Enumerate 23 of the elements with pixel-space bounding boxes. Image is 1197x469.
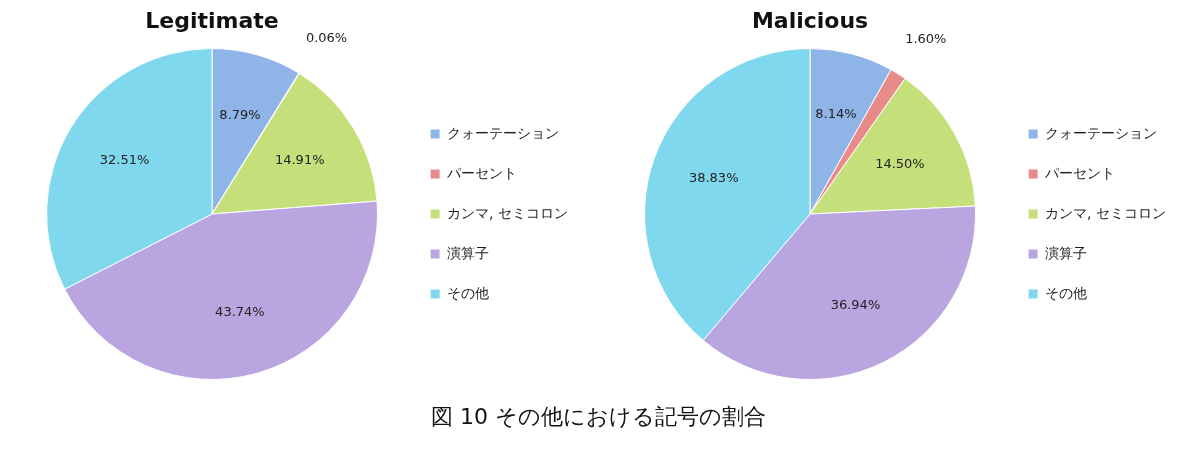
chart-title: Legitimate: [145, 7, 279, 33]
chart-title: Malicious: [751, 7, 869, 33]
data-label: 1.60%: [905, 31, 947, 47]
data-label: 0.06%: [305, 30, 348, 46]
data-label: 14.50%: [875, 155, 925, 171]
legend-label: 演算子: [447, 244, 490, 261]
legend-label: その他: [1045, 284, 1088, 301]
legend-label: 演算子: [1045, 244, 1088, 261]
data-label: 36.94%: [830, 297, 881, 313]
caption: 図 10 その他における記号の割合: [430, 403, 767, 431]
data-label: 32.51%: [99, 151, 150, 167]
legend-label: クォーテーション: [447, 124, 560, 141]
legend-label: クォーテーション: [1045, 124, 1158, 141]
data-label: 8.14%: [815, 106, 857, 122]
data-label: 43.74%: [215, 304, 265, 320]
data-label: 8.79%: [219, 106, 261, 122]
legend-label: その他: [447, 284, 490, 301]
data-label: 14.91%: [274, 152, 325, 168]
data-label: 38.83%: [688, 170, 739, 186]
legend-label: パーセント: [1044, 164, 1116, 181]
legend-label: カンマ, セミコロン: [447, 204, 569, 221]
legend-label: カンマ, セミコロン: [1045, 204, 1167, 221]
legend-label: パーセント: [446, 164, 518, 181]
